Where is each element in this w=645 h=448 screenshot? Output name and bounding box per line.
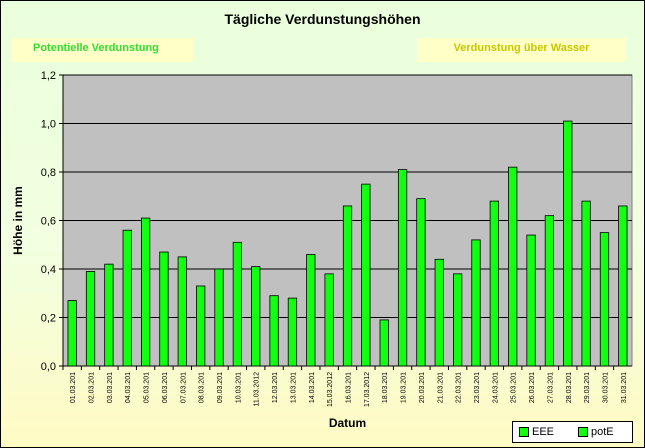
bar <box>471 239 481 367</box>
x-tick-label: 19.03.201 <box>401 372 408 403</box>
bar <box>581 200 591 367</box>
bar <box>342 205 353 367</box>
x-tick-label: 11.03.2012 <box>254 372 261 407</box>
y-tick-label: 0,0 <box>41 361 56 373</box>
x-tick-label: 29.03.201 <box>584 372 591 403</box>
chart-title: Tägliche Verdunstungshöhen <box>224 11 421 27</box>
bar <box>159 251 169 367</box>
bar <box>324 273 334 367</box>
legend-item-pote: potE <box>578 426 614 438</box>
bar <box>177 256 187 367</box>
x-tick-label: 26.03.201 <box>529 372 536 403</box>
x-tick-label: 14.03.201 <box>309 372 316 403</box>
x-tick-label: 13.03.201 <box>290 372 297 403</box>
bar <box>599 232 610 367</box>
y-tick-label: 0,2 <box>41 313 56 325</box>
x-tick-label: 09.03.201 <box>217 372 224 403</box>
tab-water-evaporation[interactable]: Verdunstung über Wasser <box>417 38 626 62</box>
x-tick-label: 03.03.201 <box>107 372 114 403</box>
x-tick-label: 31.03.201 <box>621 372 628 403</box>
bar <box>397 169 408 367</box>
x-tick-label: 18.03.201 <box>382 372 389 403</box>
x-tick-label: 06.03.201 <box>162 372 169 403</box>
bar <box>287 297 298 367</box>
bar <box>251 266 261 367</box>
y-tick-label: 0,6 <box>41 216 56 228</box>
bar <box>453 273 463 367</box>
bar <box>434 258 444 367</box>
bar <box>269 295 279 367</box>
x-tick-label: 12.03.201 <box>272 372 279 403</box>
x-tick-label: 20.03.201 <box>419 372 426 403</box>
x-axis-label: Datum <box>329 416 366 430</box>
bar <box>196 285 206 367</box>
y-tick-label: 1,0 <box>41 119 56 131</box>
bar <box>85 271 96 367</box>
y-axis-label: Höhe in mm <box>11 186 25 255</box>
bar <box>306 254 316 367</box>
x-tick-label: 10.03.201 <box>235 372 242 403</box>
x-tick-label: 05.03.201 <box>144 372 151 403</box>
x-tick-label: 22.03.201 <box>456 372 463 403</box>
x-tick-label: 16.03.201 <box>346 372 353 403</box>
y-tick-label: 0,8 <box>41 167 56 179</box>
bar <box>214 268 224 367</box>
legend-swatch <box>519 427 529 438</box>
x-tick-label: 30.03.201 <box>602 372 609 403</box>
x-tick-label: 24.03.201 <box>492 372 499 403</box>
tab-potential-evaporation[interactable]: Potentielle Verdunstung <box>12 38 193 62</box>
x-tick-label: 02.03.201 <box>89 372 96 403</box>
x-tick-label: 27.03.201 <box>547 372 554 403</box>
bar <box>618 205 628 367</box>
x-tick-label: 07.03.201 <box>180 372 187 403</box>
bar <box>379 319 389 367</box>
bar <box>104 263 114 367</box>
bar <box>361 183 371 367</box>
x-tick-label: 28.03.201 <box>566 372 573 403</box>
y-tick-label: 1,2 <box>41 70 56 82</box>
bar <box>563 120 573 367</box>
bar <box>416 198 426 367</box>
x-tick-label: 01.03.201 <box>70 372 77 403</box>
legend: EEE potE <box>512 421 633 443</box>
bar <box>140 217 151 367</box>
x-tick-label: 23.03.201 <box>474 372 481 403</box>
x-tick-label: 25.03.201 <box>511 372 518 403</box>
x-tick-label: 21.03.201 <box>437 372 444 403</box>
legend-item-eee: EEE <box>519 426 554 438</box>
bar <box>544 215 555 367</box>
bar <box>232 241 242 367</box>
bar <box>526 234 536 367</box>
legend-label: EEE <box>532 426 555 439</box>
y-tick-label: 0,4 <box>41 264 56 276</box>
legend-label: potE <box>591 426 614 439</box>
x-tick-label: 17.03.2012 <box>364 372 371 407</box>
x-tick-label: 04.03.201 <box>125 372 132 403</box>
bar <box>122 229 132 367</box>
bar <box>67 300 77 367</box>
bar <box>489 200 499 367</box>
x-tick-label: 08.03.201 <box>199 372 206 403</box>
legend-swatch <box>578 427 588 438</box>
x-tick-label: 15.03.2012 <box>327 372 334 407</box>
bar <box>508 166 518 367</box>
